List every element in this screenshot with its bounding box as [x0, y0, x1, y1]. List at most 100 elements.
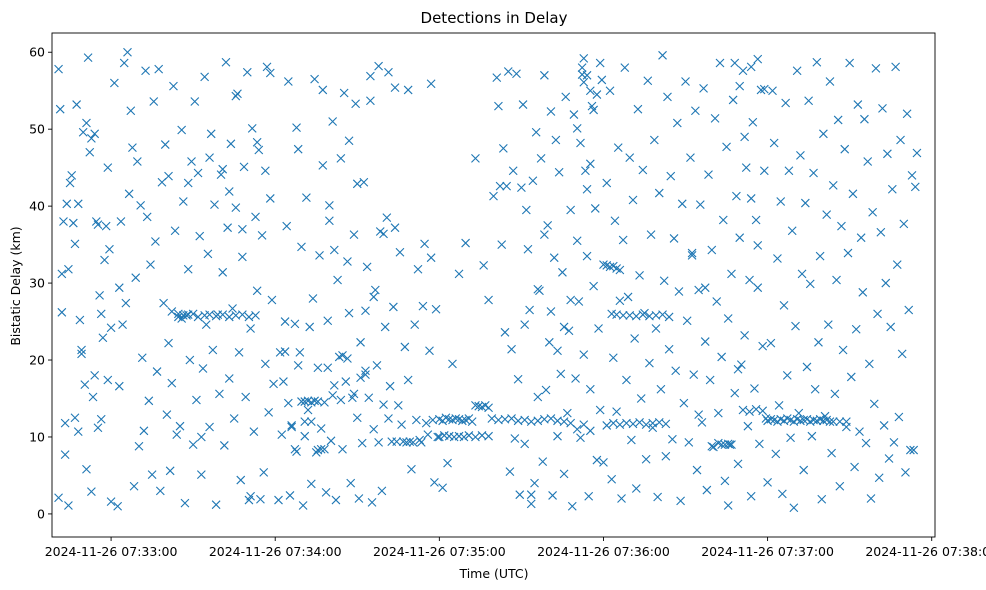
data-point-marker [878, 104, 887, 113]
data-point-marker [735, 233, 745, 243]
data-point-marker [763, 477, 772, 487]
data-point-marker [129, 481, 139, 491]
data-point-marker [379, 400, 388, 410]
data-point-marker [745, 275, 754, 285]
data-point-marker [633, 104, 643, 114]
data-point-marker [82, 118, 91, 128]
data-point-marker [618, 311, 628, 320]
data-point-marker [712, 297, 722, 306]
data-point-marker [73, 427, 83, 436]
data-point-marker [909, 445, 919, 455]
data-point-marker [306, 417, 316, 426]
data-point-marker [690, 106, 700, 116]
data-point-marker [313, 445, 323, 455]
data-point-marker [615, 265, 625, 275]
data-point-marker [467, 417, 477, 426]
data-point-marker [287, 421, 297, 430]
data-point-marker [164, 171, 173, 181]
data-point-marker [318, 160, 328, 170]
x-tick-label: 2024-11-26 07:37:00 [701, 544, 834, 559]
data-point-marker [413, 264, 423, 274]
data-point-marker [331, 495, 341, 505]
data-point-marker [77, 345, 86, 355]
data-point-marker [318, 85, 328, 95]
data-point-marker [751, 215, 761, 225]
data-point-marker [100, 255, 109, 265]
data-point-marker [533, 416, 543, 426]
data-point-marker [308, 294, 318, 303]
data-point-marker [548, 491, 557, 500]
data-point-marker [507, 414, 516, 423]
data-point-marker [118, 320, 127, 330]
data-point-marker [800, 198, 810, 208]
data-point-marker [746, 491, 756, 501]
data-point-marker [697, 417, 707, 427]
data-point-marker [461, 238, 470, 248]
data-point-marker [848, 189, 858, 199]
data-point-marker [523, 244, 533, 254]
data-point-marker [676, 496, 685, 506]
data-point-marker [905, 445, 915, 455]
data-point-marker [302, 193, 311, 203]
data-point-marker [295, 347, 305, 357]
data-point-marker [646, 230, 656, 239]
data-point-marker [251, 212, 260, 222]
data-point-marker [170, 226, 180, 236]
data-point-marker [305, 322, 315, 332]
data-point-marker [566, 205, 576, 215]
data-point-marker [860, 114, 869, 124]
data-point-marker [659, 276, 669, 286]
data-point-marker [753, 283, 763, 293]
data-point-marker [313, 397, 323, 406]
data-point-marker [211, 311, 221, 321]
data-point-marker [205, 153, 214, 163]
data-point-marker [810, 384, 820, 394]
data-point-marker [67, 170, 77, 180]
data-point-marker [205, 310, 214, 320]
data-point-marker [403, 85, 413, 95]
data-point-marker [192, 395, 201, 405]
data-point-marker [585, 159, 595, 169]
data-point-marker [221, 57, 231, 67]
data-point-marker [546, 414, 556, 423]
data-point-marker [384, 67, 393, 77]
data-point-marker [73, 199, 83, 209]
data-point-marker [361, 306, 370, 316]
data-point-marker [260, 359, 270, 369]
data-point-marker [418, 301, 428, 311]
data-point-marker [530, 478, 539, 488]
data-point-marker [567, 501, 577, 511]
data-point-marker [293, 361, 303, 370]
data-point-marker [602, 421, 612, 430]
data-point-marker [512, 69, 521, 79]
data-point-marker [608, 353, 618, 363]
data-point-marker [539, 230, 549, 239]
data-point-marker [459, 432, 469, 442]
data-point-marker [68, 218, 78, 228]
data-point-marker [815, 251, 825, 261]
data-point-marker [343, 257, 352, 266]
data-point-marker [774, 401, 784, 410]
data-point-marker [687, 248, 697, 258]
data-point-marker [902, 109, 912, 119]
data-point-marker [626, 435, 636, 445]
data-point-marker [328, 391, 338, 400]
data-point-marker [576, 138, 585, 148]
data-point-marker [513, 374, 523, 384]
data-point-marker [782, 371, 792, 380]
data-point-marker [525, 305, 534, 315]
data-point-marker [622, 375, 631, 385]
data-point-marker [131, 273, 141, 283]
data-point-marker [154, 64, 164, 74]
data-point-marker [663, 92, 672, 102]
data-point-marker [684, 437, 694, 447]
data-point-marker [316, 424, 326, 433]
data-point-marker [313, 363, 323, 373]
data-point-marker [407, 464, 416, 474]
data-point-marker [64, 264, 73, 274]
data-point-marker [55, 104, 65, 114]
data-point-marker [630, 334, 640, 343]
data-point-marker [103, 163, 113, 173]
data-point-marker [70, 239, 80, 249]
data-point-marker [558, 267, 567, 277]
